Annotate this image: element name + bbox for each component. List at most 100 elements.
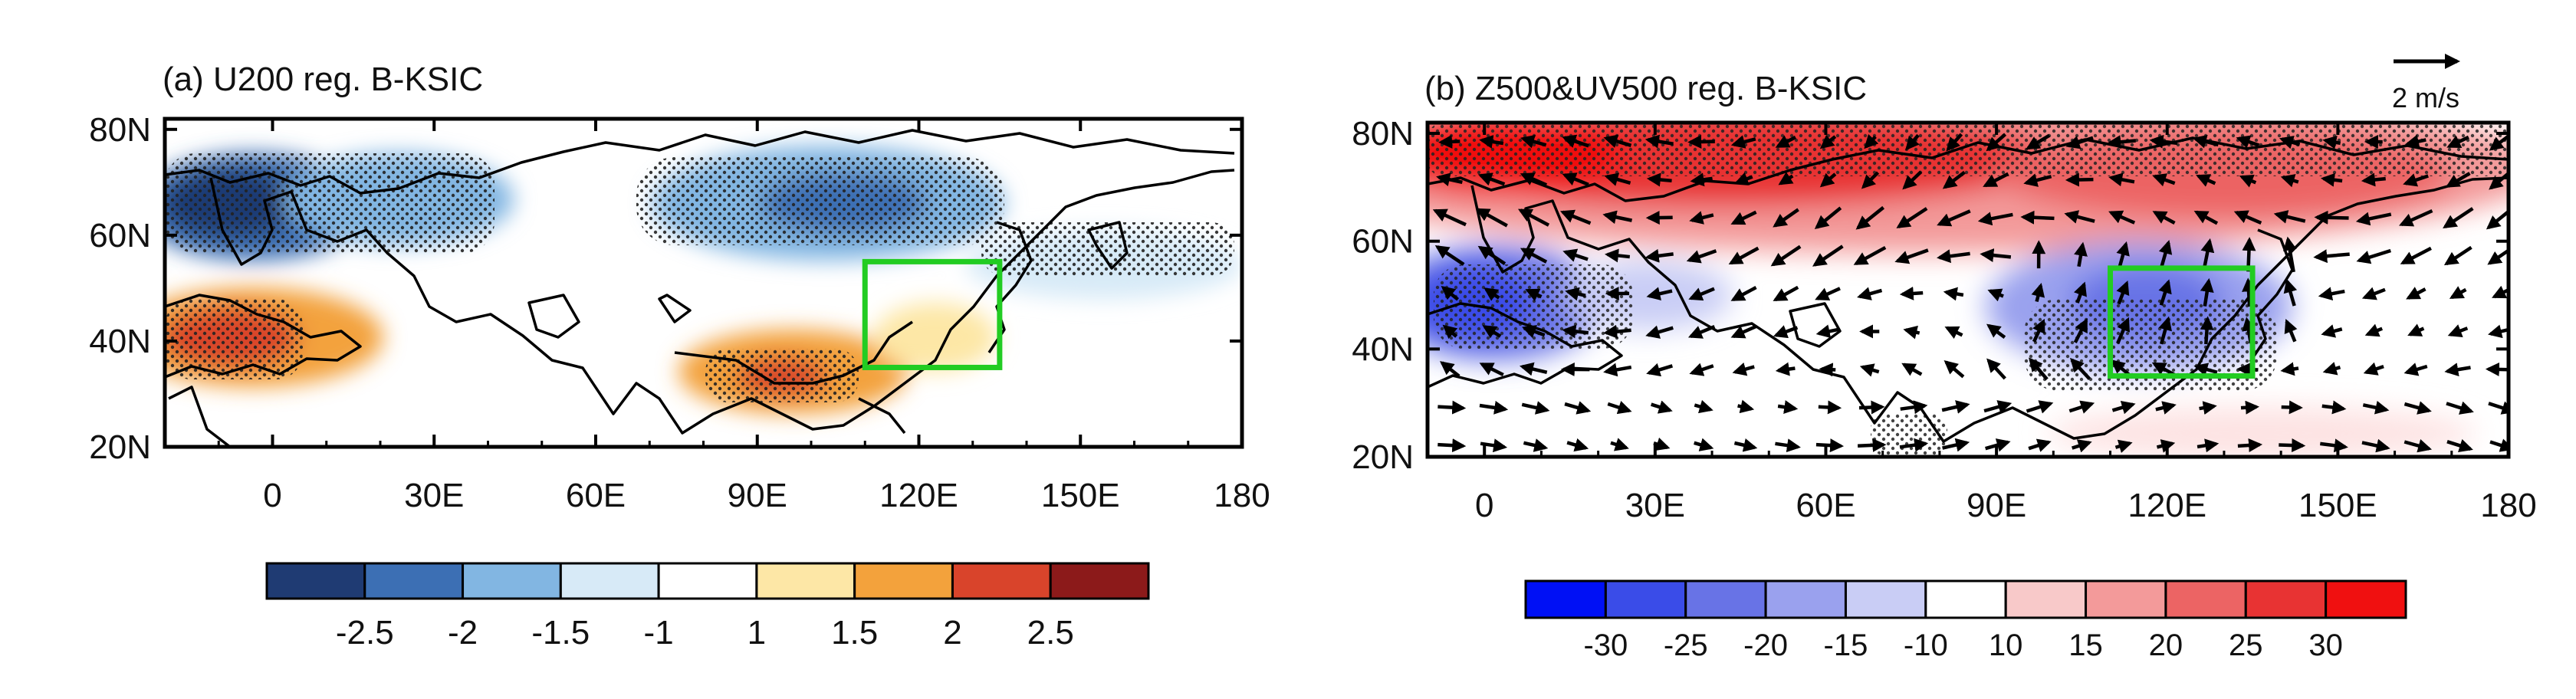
wind-vector	[1522, 325, 1546, 339]
wind-vector	[1565, 287, 1586, 301]
wind-vector	[2313, 249, 2350, 264]
wind-vector	[2108, 172, 2135, 187]
wind-vector	[1438, 438, 1467, 453]
lat-label: 40N	[89, 323, 151, 360]
wind-vector	[1730, 285, 1757, 302]
wind-vector	[1894, 248, 1929, 264]
wind-vector	[1479, 135, 1504, 149]
wind-vector	[1479, 400, 1509, 415]
wind-vector	[2445, 172, 2471, 188]
wind-vector	[2242, 277, 2256, 307]
wind-vector	[1858, 400, 1885, 415]
wind-vector	[1859, 363, 1880, 377]
colorbar-swatch	[1924, 579, 2007, 619]
wind-vector	[1986, 133, 2007, 152]
wind-vector	[1436, 172, 1463, 187]
panel-b-wind-vectors	[1432, 133, 2509, 453]
wind-vector	[2361, 438, 2390, 453]
wind-vector	[2283, 278, 2298, 307]
wind-vector	[2449, 286, 2467, 300]
wind-vector	[1775, 438, 1801, 453]
wind-vector	[1440, 361, 1460, 378]
wind-vector	[2029, 357, 2049, 381]
wind-vector	[1479, 363, 1504, 376]
wind-vector	[1814, 206, 1842, 230]
wind-vector	[1646, 363, 1674, 377]
wind-vector	[2280, 174, 2299, 188]
wind-vector	[2151, 362, 2177, 377]
wind-vector	[1815, 438, 1845, 453]
wind-vector	[1983, 400, 2013, 414]
lon-label: 0	[263, 477, 281, 514]
wind-vector	[2406, 287, 2426, 300]
wind-vector	[1941, 400, 1970, 414]
wind-vector	[1773, 208, 1799, 228]
wind-vector	[2314, 210, 2349, 225]
wind-vector	[1818, 400, 1842, 415]
panel-b-reference-vector-label: 2 m/s	[2392, 82, 2459, 113]
wind-vector	[2284, 319, 2298, 343]
panel-a-map-field	[165, 119, 1242, 447]
wind-vector	[2193, 363, 2218, 376]
wind-vector	[1441, 285, 1460, 301]
wind-vector	[2282, 236, 2297, 273]
wind-vector	[2155, 401, 2177, 415]
wind-vector	[2028, 438, 2052, 452]
wind-vector	[1903, 325, 1921, 340]
wind-vector	[2400, 246, 2432, 265]
wind-vector	[1986, 358, 2006, 380]
wind-vector	[1477, 172, 1506, 186]
colorbar-swatch	[1764, 579, 1847, 619]
wind-vector	[2356, 248, 2391, 264]
colorbar-label: 1.5	[831, 614, 878, 651]
lon-label: 60E	[566, 477, 626, 514]
wind-vector	[1819, 172, 1837, 188]
colorbar-swatch	[2244, 579, 2328, 619]
wind-vector	[2444, 363, 2471, 377]
colorbar-label: 30	[2308, 628, 2343, 662]
wind-vector	[1605, 248, 1631, 263]
wind-vector	[2068, 400, 2095, 414]
panel-b-map-frame	[1425, 120, 2511, 459]
wind-vector	[1562, 134, 1589, 148]
wind-vector	[1730, 135, 1756, 149]
wind-vector	[1559, 209, 1592, 225]
wind-vector	[1694, 438, 1714, 451]
wind-vector	[1607, 401, 1632, 415]
wind-vector	[1603, 134, 1632, 148]
wind-vector	[1733, 438, 1758, 452]
wind-vector	[1646, 172, 1672, 187]
wind-vector	[1944, 360, 1965, 379]
wind-vector	[2236, 135, 2260, 149]
wind-vector	[2026, 133, 2051, 150]
wind-vector	[1690, 172, 1713, 187]
wind-vector	[2447, 324, 2469, 338]
wind-vector	[2280, 362, 2299, 376]
wind-vector	[2273, 210, 2306, 224]
wind-vector	[1942, 170, 1966, 189]
wind-vector	[2023, 173, 2052, 187]
panel-b-colorbar: -30 -25 -20 -15 -10 10 15 20 25 30	[1524, 579, 2407, 662]
wind-vector	[1899, 438, 1929, 452]
panel-a-ticks	[163, 119, 1244, 448]
wind-vector	[2107, 135, 2136, 149]
wind-vector	[2031, 282, 2045, 303]
wind-vector	[1687, 135, 1715, 149]
wind-vector	[1480, 438, 1508, 453]
wind-vector	[1564, 401, 1592, 415]
wind-vector	[2072, 439, 2092, 453]
lat-label: 20N	[89, 428, 151, 466]
wind-vector	[2488, 401, 2509, 415]
panel-b-longitude-labels: 0 30E 60E 90E 120E 150E 180	[1475, 487, 2537, 524]
wind-vector	[2486, 209, 2509, 230]
wind-vector	[1937, 249, 1970, 264]
wind-vector	[1819, 134, 1837, 149]
wind-vector	[1438, 134, 1460, 149]
wind-vector	[1986, 323, 2006, 340]
wind-vector	[2233, 210, 2262, 225]
lat-label: 80N	[1352, 115, 1414, 153]
wind-vector	[2321, 400, 2347, 415]
colorbar-swatch	[1049, 562, 1150, 600]
wind-vector	[1650, 400, 1673, 414]
colorbar-label: 2	[943, 614, 961, 651]
